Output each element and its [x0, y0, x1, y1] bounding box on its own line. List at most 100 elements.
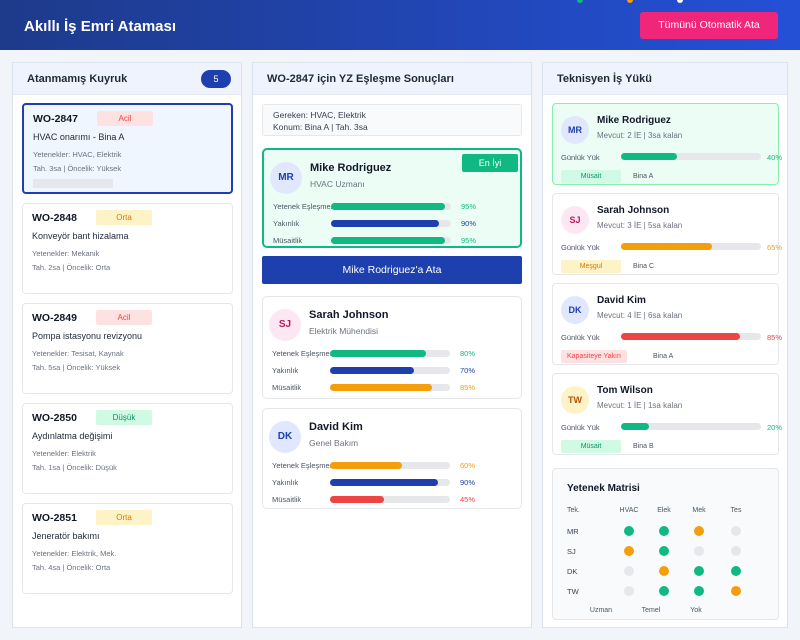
order-description: HVAC onarımı - Bina A	[33, 132, 125, 142]
order-skills: Yetenekler: Mekanik	[32, 249, 100, 258]
status-dot	[677, 0, 683, 3]
work-order-card[interactable]: WO-2848 Orta Konveyör bant hizalama Yetenek…	[22, 203, 233, 294]
metric-value: 60%	[460, 461, 476, 470]
order-skills: Yetenekler: Elektrik	[32, 449, 96, 458]
metric-label: Müsaitlik	[273, 236, 303, 245]
avatar: MR	[270, 162, 302, 194]
metric-value: 70%	[460, 366, 476, 375]
status-pill: Kapasiteye Yakın	[561, 350, 627, 363]
order-id: WO-2851	[32, 512, 77, 524]
candidate-role: HVAC Uzmanı	[310, 179, 365, 189]
bar-fill	[621, 333, 740, 340]
priority-tag: Orta	[96, 210, 152, 225]
avatar: MR	[561, 116, 589, 144]
technician-current: Mevcut: 3 İE | 5sa kalan	[597, 221, 683, 230]
work-order-card[interactable]: WO-2851 Orta Jeneratör bakımı Yetenekler: E…	[22, 503, 233, 594]
bar-fill	[621, 153, 677, 160]
order-skills: Yetenekler: Tesisat, Kaynak	[32, 349, 124, 358]
priority-tag: Düşük	[96, 410, 152, 425]
bar-fill	[621, 423, 649, 430]
candidate-card: MR Mike Rodriguez HVAC Uzmanı En İyi Yetenek…	[262, 148, 522, 248]
placeholder	[33, 179, 113, 188]
metric-value: 90%	[460, 478, 476, 487]
panel-title: WO-2847 için YZ Eşleşme Sonuçları	[267, 73, 454, 85]
order-meta: Tah. 5sa | Öncelik: Yüksek	[32, 363, 121, 372]
legend-label: Temel	[641, 607, 661, 614]
skill-dot	[624, 546, 634, 556]
auto-assign-button[interactable]: Tümünü Otomatik Ata	[640, 12, 778, 39]
matrix-tech: SJ	[567, 547, 576, 556]
skill-dot	[694, 566, 704, 576]
panel-title: Atanmamış Kuyruk	[27, 73, 128, 85]
skill-dot	[694, 526, 704, 536]
candidate-card: SJ Sarah Johnson Elektrik Mühendisi Yetenek…	[262, 296, 522, 399]
bar-fill	[330, 367, 414, 374]
candidate-name: Sarah Johnson	[309, 309, 389, 321]
technician-current: Mevcut: 1 İE | 1sa kalan	[597, 401, 683, 410]
priority-tag: Acil	[97, 111, 153, 126]
panel-title: Teknisyen İş Yükü	[557, 73, 652, 85]
count-badge: 5	[201, 70, 231, 88]
order-meta: Tah. 3sa | Öncelik: Yüksek	[33, 164, 122, 173]
status-dot	[627, 0, 633, 3]
work-order-card[interactable]: WO-2849 Acil Pompa istasyonu revizyonu Yete…	[22, 303, 233, 394]
candidate-name: David Kim	[309, 421, 363, 433]
technician-current: Mevcut: 4 İE | 6sa kalan	[597, 311, 683, 320]
status-dot	[577, 0, 583, 3]
bar-fill	[331, 220, 439, 227]
load-label: Günlük Yük	[561, 423, 600, 432]
load-label: Günlük Yük	[561, 333, 600, 342]
order-id: WO-2849	[32, 312, 77, 324]
skill-dot	[659, 526, 669, 536]
work-order-card[interactable]: WO-2850 Düşük Aydınlatma değişimi Yetenekle…	[22, 403, 233, 494]
work-order-card[interactable]: WO-2847 Acil HVAC onarımı - Bina A Yetenekl…	[22, 103, 233, 194]
technician-location: Bina B	[633, 443, 654, 450]
status-pill: Müsait	[561, 440, 621, 453]
technician-current: Mevcut: 2 İE | 3sa kalan	[597, 131, 683, 140]
avatar: DK	[269, 421, 301, 453]
technician-location: Bina C	[633, 263, 655, 270]
candidate-name: Mike Rodriguez	[310, 162, 392, 174]
metric-label: Müsaitlik	[272, 495, 302, 504]
matrix-tech: TW	[567, 587, 579, 596]
order-description: Konveyör bant hizalama	[32, 231, 129, 241]
matrix-title: Yetenek Matrisi	[567, 483, 640, 494]
requirements-box: Gereken: HVAC, Elektrik Konum: Bina A | T…	[262, 104, 522, 136]
match-panel: WO-2847 için YZ Eşleşme Sonuçları Gereke…	[252, 62, 532, 628]
bar-track	[621, 153, 761, 160]
load-label: Günlük Yük	[561, 153, 600, 162]
skill-matrix: Yetenek Matrisi Tek. HVAC Elek Mek Tes MR SJ DK T…	[552, 468, 779, 620]
order-meta: Tah. 4sa | Öncelik: Orta	[32, 563, 111, 572]
skill-dot	[659, 546, 669, 556]
bar-track	[621, 423, 761, 430]
metric-label: Yetenek Eşleşmesi	[272, 461, 336, 470]
matrix-skill: Mek	[692, 507, 706, 514]
skill-dot	[731, 526, 741, 536]
metric-label: Yakınlık	[273, 219, 300, 228]
load-value: 85%	[767, 333, 783, 342]
load-label: Günlük Yük	[561, 243, 600, 252]
technician-name: Tom Wilson	[597, 385, 653, 396]
panel-header: Teknisyen İş Yükü	[543, 63, 787, 95]
avatar: DK	[561, 296, 589, 324]
matrix-skill: Elek	[657, 507, 671, 514]
order-meta: Tah. 1sa | Öncelik: Düşük	[32, 463, 117, 472]
technician-name: David Kim	[597, 295, 646, 306]
metric-value: 95%	[461, 236, 477, 245]
order-skills: Yetenekler: HVAC, Elektrik	[33, 150, 122, 159]
order-description: Pompa istasyonu revizyonu	[32, 331, 143, 341]
priority-tag: Orta	[96, 510, 152, 525]
skill-dot	[659, 586, 669, 596]
order-meta: Tah. 2sa | Öncelik: Orta	[32, 263, 111, 272]
bar-track	[330, 496, 450, 503]
metric-label: Müsaitlik	[272, 383, 302, 392]
best-badge: En İyi	[462, 154, 518, 172]
load-value: 20%	[767, 423, 783, 432]
priority-tag: Acil	[96, 310, 152, 325]
order-id: WO-2848	[32, 212, 77, 224]
candidate-card: DK David Kim Genel Bakım Yetenek Eşleşmesi 6…	[262, 408, 522, 509]
candidate-role: Elektrik Mühendisi	[309, 326, 378, 336]
assign-button[interactable]: Mike Rodriguez'a Ata	[262, 256, 522, 284]
matrix-corner: Tek.	[567, 507, 580, 514]
bar-fill	[331, 237, 445, 244]
